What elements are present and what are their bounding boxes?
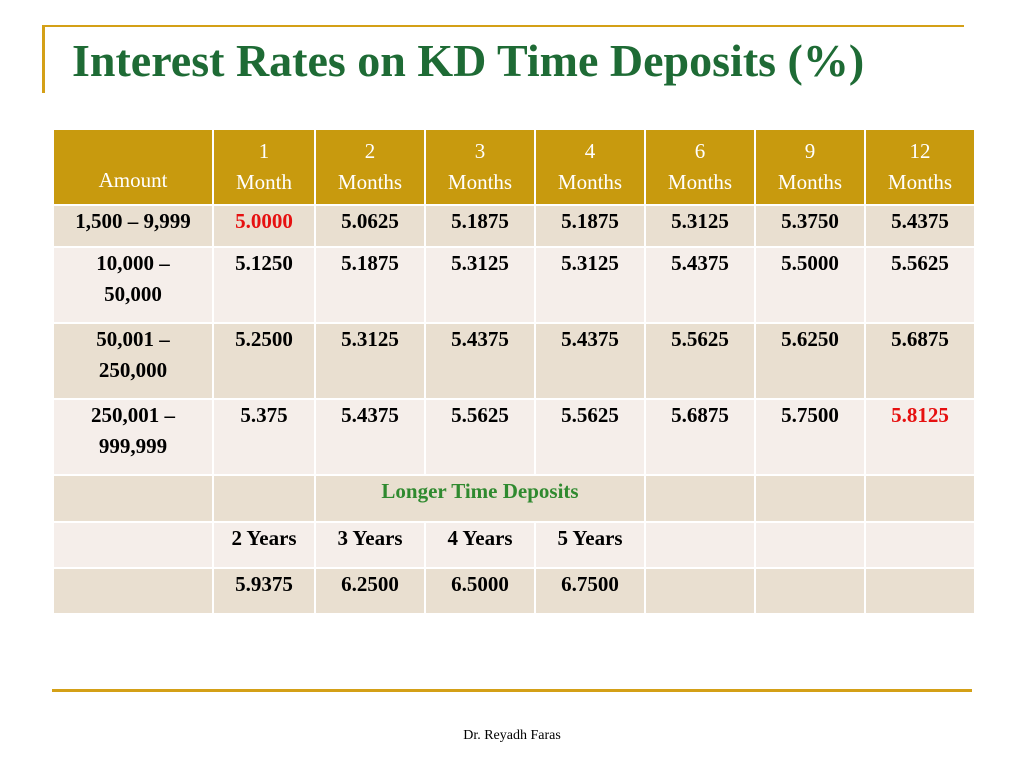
empty-cell [644,521,756,569]
rate-cell: 5.3125 [314,322,426,400]
table-row: 5.9375 6.2500 6.5000 6.7500 [52,567,976,615]
empty-cell [644,567,756,615]
empty-cell [644,474,756,523]
amount-cell: 10,000 –50,000 [52,246,214,324]
year-cell: 3 Years [314,521,426,569]
rate-cell: 5.7500 [754,398,866,476]
rate-cell: 5.4375 [864,204,976,248]
table-row: 10,000 –50,000 5.1250 5.1875 5.3125 5.31… [52,246,976,324]
table-row: 250,001 –999,999 5.375 5.4375 5.5625 5.5… [52,398,976,476]
table-row: 50,001 –250,000 5.2500 5.3125 5.4375 5.4… [52,322,976,400]
amount-cell: 250,001 –999,999 [52,398,214,476]
table-row: Longer Time Deposits [52,474,976,523]
rate-cell: 5.6875 [864,322,976,400]
slide-title: Interest Rates on KD Time Deposits (%) [72,35,865,86]
footer-author: Dr. Reyadh Faras [463,728,561,743]
rate-cell: 5.5625 [864,246,976,324]
year-cell: 2 Years [212,521,316,569]
header-amount: Amount [52,128,214,206]
rate-cell-highlight: 5.8125 [864,398,976,476]
header-period: 9 Months [754,128,866,206]
rate-cell-highlight: 5.0000 [212,204,316,248]
header-period: 3 Months [424,128,536,206]
rate-cell: 5.6875 [644,398,756,476]
rate-cell: 5.4375 [644,246,756,324]
footer-divider [52,689,972,692]
rate-cell: 5.4375 [424,322,536,400]
rate-cell: 5.6250 [754,322,866,400]
rate-cell: 5.5625 [644,322,756,400]
empty-cell [864,567,976,615]
year-cell: 4 Years [424,521,536,569]
empty-cell [754,521,866,569]
rate-cell: 5.9375 [212,567,316,615]
empty-cell [864,521,976,569]
empty-cell [212,474,316,523]
header-period: 12 Months [864,128,976,206]
title-frame-horizontal [42,25,964,27]
header-period: 4 Months [534,128,646,206]
rate-cell: 5.5625 [424,398,536,476]
rate-cell: 5.3750 [754,204,866,248]
rate-cell: 5.0625 [314,204,426,248]
rate-cell: 5.375 [212,398,316,476]
rate-cell: 5.1875 [314,246,426,324]
empty-cell [754,567,866,615]
empty-cell [52,521,214,569]
rate-cell: 6.5000 [424,567,536,615]
rate-cell: 5.4375 [534,322,646,400]
rate-cell: 5.3125 [644,204,756,248]
rate-cell: 5.2500 [212,322,316,400]
header-period: 2 Months [314,128,426,206]
empty-cell [52,474,214,523]
header-period: 6 Months [644,128,756,206]
rate-cell: 6.2500 [314,567,426,615]
rate-cell: 5.1250 [212,246,316,324]
rate-cell: 5.5625 [534,398,646,476]
table-row: 1,500 – 9,999 5.0000 5.0625 5.1875 5.187… [52,204,976,248]
rate-cell: 5.1875 [534,204,646,248]
table-row: 2 Years 3 Years 4 Years 5 Years [52,521,976,569]
empty-cell [864,474,976,523]
rate-cell: 5.3125 [534,246,646,324]
amount-cell: 1,500 – 9,999 [52,204,214,248]
title-frame-vertical [42,25,45,93]
amount-cell: 50,001 –250,000 [52,322,214,400]
empty-cell [52,567,214,615]
header-period: 1 Month [212,128,316,206]
empty-cell [754,474,866,523]
rate-cell: 5.5000 [754,246,866,324]
rate-cell: 5.4375 [314,398,426,476]
rate-cell: 5.3125 [424,246,536,324]
rate-cell: 5.1875 [424,204,536,248]
longer-deposits-label: Longer Time Deposits [314,474,646,523]
rate-cell: 6.7500 [534,567,646,615]
year-cell: 5 Years [534,521,646,569]
